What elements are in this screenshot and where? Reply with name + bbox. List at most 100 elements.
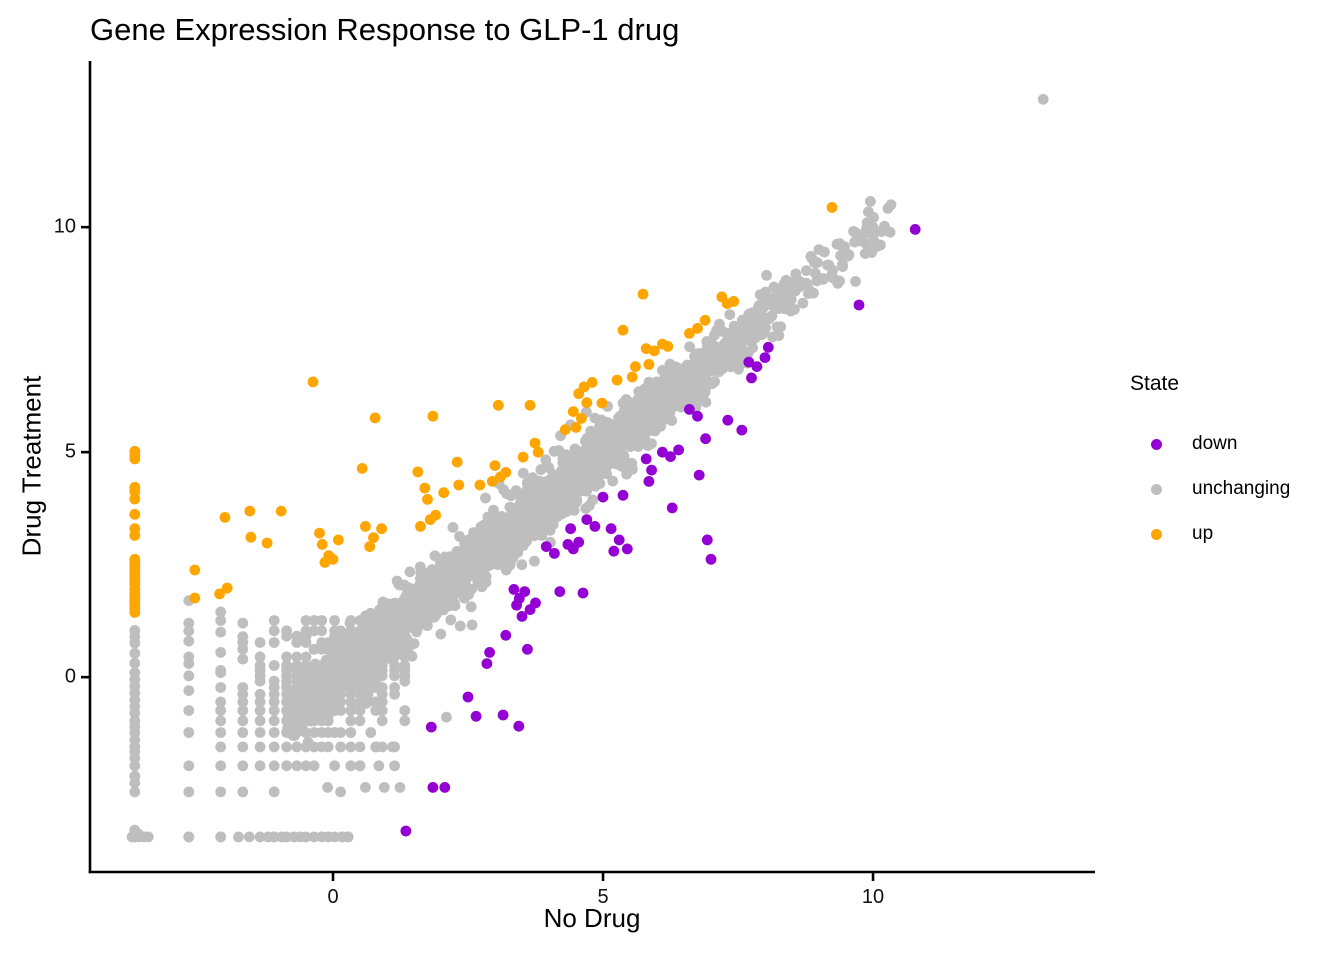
data-point-unchanging	[254, 651, 266, 663]
data-point-unchanging	[254, 696, 266, 708]
data-point-unchanging	[835, 239, 846, 251]
data-point-unchanging	[142, 831, 154, 843]
data-point-unchanging	[335, 705, 346, 716]
data-point-unchanging	[268, 637, 280, 648]
legend-swatch-up-icon	[1151, 528, 1162, 540]
data-point-unchanging	[399, 625, 411, 637]
data-point-unchanging	[281, 660, 292, 671]
data-point-unchanging	[335, 741, 346, 753]
legend-swatch-unchanging-icon	[1151, 483, 1162, 495]
data-point-unchanging	[237, 617, 249, 629]
data-point-down	[608, 545, 620, 557]
data-point-unchanging	[389, 682, 400, 693]
data-point-unchanging	[378, 782, 390, 793]
data-point-unchanging	[129, 734, 141, 746]
data-point-unchanging	[842, 250, 854, 262]
data-point-unchanging	[439, 583, 451, 595]
data-point-unchanging	[389, 651, 400, 663]
data-point-unchanging	[335, 660, 346, 671]
data-point-unchanging	[589, 412, 601, 424]
data-point-unchanging	[827, 272, 839, 284]
data-point-unchanging	[701, 349, 713, 361]
data-point-unchanging	[291, 630, 303, 642]
data-point-unchanging	[322, 715, 334, 727]
data-point-unchanging	[233, 831, 244, 843]
data-point-unchanging	[354, 696, 366, 708]
data-point-unchanging	[550, 471, 561, 483]
data-point-unchanging	[524, 494, 535, 506]
data-point-unchanging	[771, 321, 783, 333]
data-point-up	[728, 296, 740, 307]
data-point-unchanging	[465, 601, 477, 613]
data-point-unchanging	[215, 715, 227, 727]
data-point-unchanging	[183, 685, 195, 696]
legend-label-up: up	[1192, 523, 1214, 544]
data-point-unchanging	[709, 376, 720, 387]
data-point-up	[486, 476, 498, 487]
data-point-unchanging	[316, 615, 328, 626]
data-point-unchanging	[376, 625, 388, 637]
data-point-unchanging	[612, 441, 624, 452]
data-point-up	[360, 521, 371, 532]
data-point-unchanging	[183, 670, 195, 682]
data-point-unchanging	[684, 341, 695, 353]
data-point-unchanging	[268, 831, 280, 843]
data-point-up	[129, 493, 141, 505]
data-point-unchanging	[254, 688, 266, 700]
data-point-unchanging	[183, 705, 195, 716]
data-points-layer	[126, 93, 1049, 843]
data-point-unchanging	[345, 705, 357, 716]
data-point-up	[316, 539, 328, 550]
data-point-unchanging	[376, 615, 388, 626]
data-point-unchanging	[801, 265, 812, 276]
data-point-up	[489, 460, 501, 471]
data-point-unchanging	[373, 760, 385, 772]
data-point-unchanging	[475, 565, 487, 577]
legend-label-down: down	[1192, 433, 1238, 454]
data-point-unchanging	[434, 593, 446, 604]
data-point-unchanging	[441, 711, 452, 723]
data-point-unchanging	[686, 369, 698, 380]
data-point-unchanging	[557, 452, 569, 463]
data-point-unchanging	[460, 591, 471, 602]
data-point-unchanging	[335, 786, 346, 798]
data-point-unchanging	[504, 528, 516, 540]
data-point-up	[500, 467, 512, 478]
data-point-unchanging	[215, 615, 227, 626]
data-point-unchanging	[399, 660, 411, 671]
data-point-unchanging	[268, 705, 280, 716]
data-point-unchanging	[354, 715, 366, 727]
data-point-unchanging	[585, 462, 597, 473]
data-point-unchanging	[335, 651, 346, 663]
data-point-unchanging	[183, 727, 195, 738]
data-point-unchanging	[600, 426, 611, 438]
data-point-unchanging	[183, 635, 195, 647]
data-point-up	[427, 410, 439, 422]
data-point-unchanging	[308, 831, 320, 843]
data-point-unchanging	[237, 741, 249, 753]
data-point-unchanging	[700, 396, 712, 408]
data-point-down	[519, 586, 531, 597]
data-point-unchanging	[183, 760, 195, 772]
legend-item-down: down	[1130, 432, 1237, 456]
data-point-up	[586, 377, 598, 388]
data-point-unchanging	[300, 727, 312, 738]
data-point-down	[617, 489, 629, 501]
data-point-up	[129, 508, 141, 520]
data-point-unchanging	[387, 741, 398, 753]
data-point-unchanging	[389, 615, 400, 626]
data-point-unchanging	[237, 727, 249, 738]
data-point-up	[617, 324, 629, 336]
data-point-unchanging	[526, 513, 538, 525]
legend-swatch-down-icon	[1151, 438, 1162, 450]
data-point-unchanging	[745, 335, 756, 346]
data-point-unchanging	[548, 445, 560, 457]
data-point-unchanging	[797, 297, 809, 309]
data-point-up	[424, 514, 436, 525]
data-point-unchanging	[215, 786, 227, 798]
data-point-unchanging	[693, 361, 705, 373]
data-point-unchanging	[790, 268, 802, 280]
data-point-unchanging	[515, 533, 527, 545]
data-point-unchanging	[769, 300, 780, 312]
data-point-down	[513, 720, 525, 732]
